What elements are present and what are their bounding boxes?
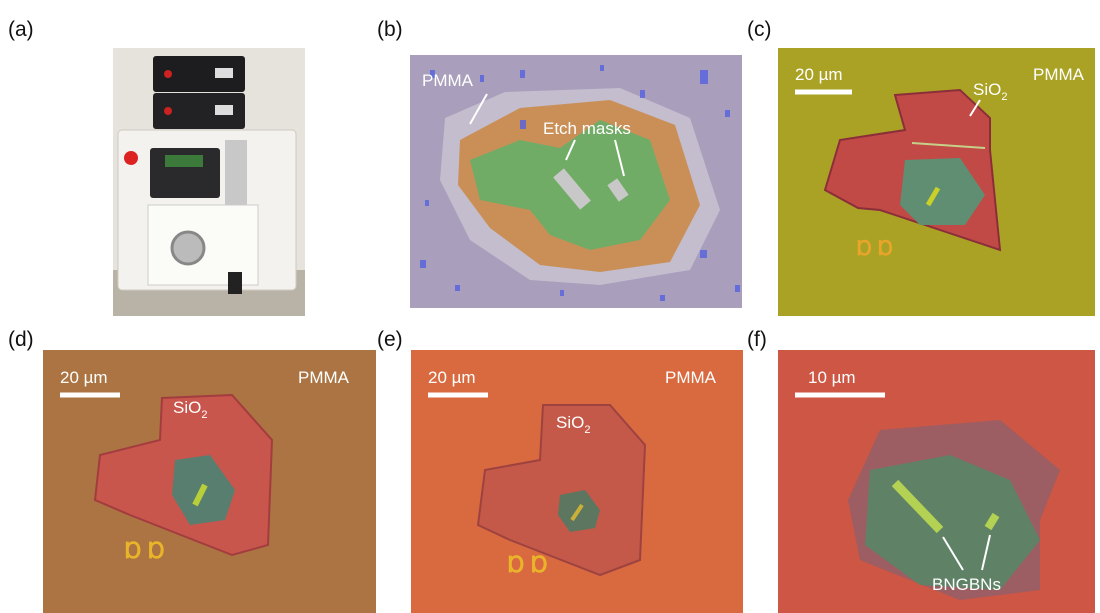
scale-label: 20 µm [428,368,476,387]
annotation: Etch masks [543,119,631,138]
panel-label: (c) [747,18,772,41]
panel-label: (b) [377,18,403,41]
annotation: PMMA [298,368,350,387]
micrograph: Ɒ Ɒ 20 µm SiO2 PMMA [43,350,376,613]
annotation: PMMA [665,368,717,387]
panel-label: (a) [8,18,34,41]
schematic: PMMA Etch masks [410,55,742,308]
marker: Ɒ Ɒ [508,552,549,577]
annotation: PMMA [1033,65,1085,84]
sio2-sub: 2 [584,424,590,436]
latch [228,272,242,294]
panel-label: (f) [747,328,767,351]
marker: Ɒ Ɒ [857,238,894,260]
annotation: PMMA [422,71,474,90]
viewport [172,232,204,264]
sio2-text: SiO [556,413,584,432]
panel-label: (d) [8,328,34,351]
instrument-photo [113,48,305,316]
scale-label: 10 µm [808,368,856,387]
annotation: BNGBNs [932,575,1001,594]
sio2-text: SiO [173,398,201,417]
sio2-sub: 2 [201,409,207,421]
scale-label: 20 µm [60,368,108,387]
micrograph: 10 µm BNGBNs [778,350,1095,613]
stop-button [124,151,138,165]
figure: (a) (b) (c) (d) (e) (f) [0,0,1100,613]
sio2-sub: 2 [1001,91,1007,103]
display [215,105,233,115]
controller-display [165,155,203,167]
knob [164,107,172,115]
micrograph: Ɒ Ɒ 20 µm SiO2 PMMA [778,48,1095,316]
marker: Ɒ Ɒ [125,538,166,563]
sio2-text: SiO [973,80,1001,99]
panel-label: (e) [377,328,403,351]
micrograph: Ɒ Ɒ 20 µm SiO2 PMMA [411,350,743,613]
scale-label: 20 µm [795,65,843,84]
knob [164,70,172,78]
display [215,68,233,78]
